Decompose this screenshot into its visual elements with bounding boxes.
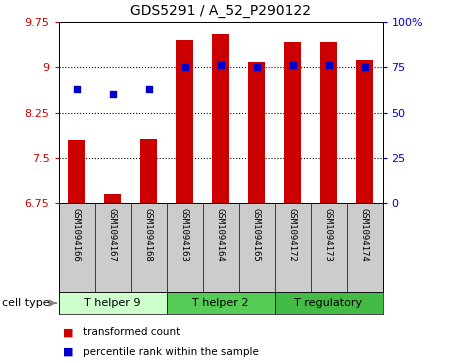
- Bar: [212, 34, 229, 203]
- Text: GSM1094168: GSM1094168: [144, 208, 153, 261]
- Point: [289, 62, 296, 68]
- Bar: [58, 292, 166, 314]
- Point: [109, 91, 116, 97]
- Point: [145, 86, 152, 92]
- Text: T helper 2: T helper 2: [192, 298, 249, 308]
- Bar: [284, 42, 301, 203]
- Text: GSM1094174: GSM1094174: [360, 208, 369, 261]
- Bar: [176, 40, 193, 203]
- Bar: [274, 292, 382, 314]
- Bar: [320, 42, 337, 203]
- Point: [181, 64, 188, 70]
- Text: percentile rank within the sample: percentile rank within the sample: [83, 347, 259, 357]
- Text: ■: ■: [63, 327, 73, 337]
- Text: transformed count: transformed count: [83, 327, 180, 337]
- Text: GSM1094167: GSM1094167: [108, 208, 117, 261]
- Bar: [68, 140, 85, 203]
- Bar: [166, 292, 274, 314]
- Text: T regulatory: T regulatory: [294, 298, 363, 308]
- Bar: [140, 139, 157, 203]
- Bar: [104, 194, 121, 203]
- Point: [217, 62, 224, 68]
- Point: [361, 64, 368, 70]
- Text: cell type: cell type: [2, 298, 50, 308]
- Text: GSM1094165: GSM1094165: [252, 208, 261, 261]
- Text: ■: ■: [63, 347, 73, 357]
- Text: GSM1094163: GSM1094163: [180, 208, 189, 261]
- Bar: [248, 62, 265, 203]
- Text: GSM1094164: GSM1094164: [216, 208, 225, 261]
- Text: GSM1094173: GSM1094173: [324, 208, 333, 261]
- Bar: [356, 60, 373, 203]
- Point: [325, 62, 332, 68]
- Text: GSM1094166: GSM1094166: [72, 208, 81, 261]
- Point: [73, 86, 80, 92]
- Text: T helper 9: T helper 9: [84, 298, 141, 308]
- Point: [253, 64, 260, 70]
- Text: GSM1094172: GSM1094172: [288, 208, 297, 261]
- Title: GDS5291 / A_52_P290122: GDS5291 / A_52_P290122: [130, 4, 311, 18]
